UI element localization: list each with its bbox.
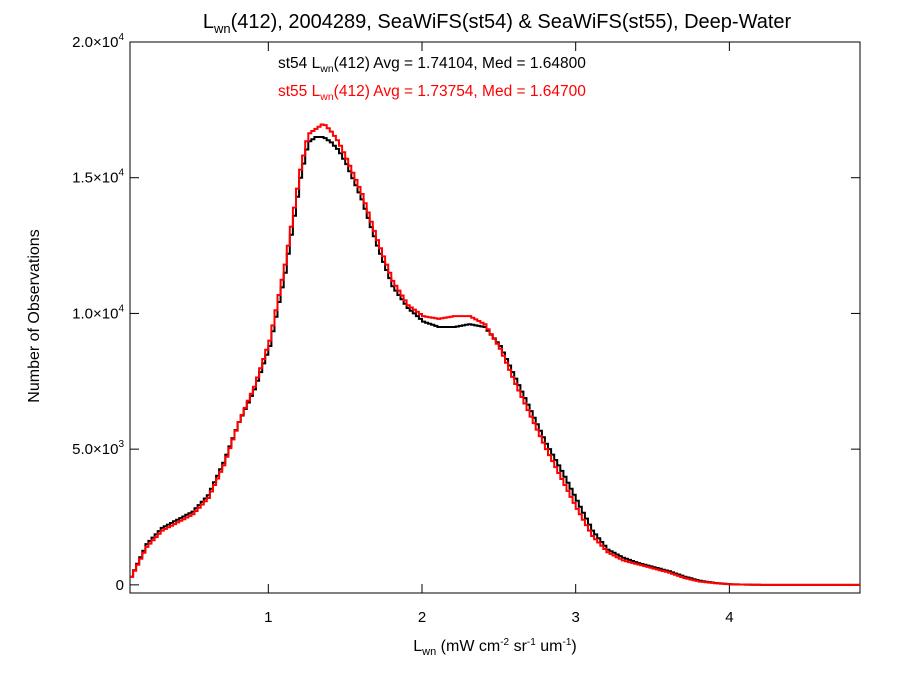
chart-title: Lwn(412), 2004289, SeaWiFS(st54) & SeaWi… bbox=[203, 11, 792, 36]
x-tick-label: 2 bbox=[418, 609, 426, 626]
st55-annotation: st55 Lwn(412) Avg = 1.73754, Med = 1.647… bbox=[278, 83, 586, 103]
x-axis-label: Lwn (mW cm-2 sr-1 um-1) bbox=[413, 637, 576, 658]
x-tick-label: 4 bbox=[725, 609, 733, 626]
y-tick-label: 1.5×104 bbox=[72, 168, 124, 187]
y-tick-label: 1.0×104 bbox=[72, 303, 124, 322]
y-axis-label: Number of Observations bbox=[26, 229, 43, 402]
y-tick-label: 0 bbox=[116, 577, 124, 594]
y-tick-label: 5.0×103 bbox=[72, 439, 124, 458]
series-st54-line bbox=[130, 136, 860, 586]
series-st55-line bbox=[130, 123, 860, 586]
st54-annotation: st54 Lwn(412) Avg = 1.74104, Med = 1.648… bbox=[278, 55, 586, 75]
y-tick-label: 2.0×104 bbox=[72, 32, 124, 51]
x-axis-ticks: 1 2 3 4 bbox=[264, 42, 734, 626]
plot-frame bbox=[129, 41, 861, 594]
series-layer bbox=[130, 123, 860, 586]
x-tick-label: 1 bbox=[264, 609, 272, 626]
x-tick-label: 3 bbox=[572, 609, 580, 626]
y-axis-ticks: 0 5.0×103 1.0×104 1.5×104 2.0×104 bbox=[72, 32, 860, 594]
